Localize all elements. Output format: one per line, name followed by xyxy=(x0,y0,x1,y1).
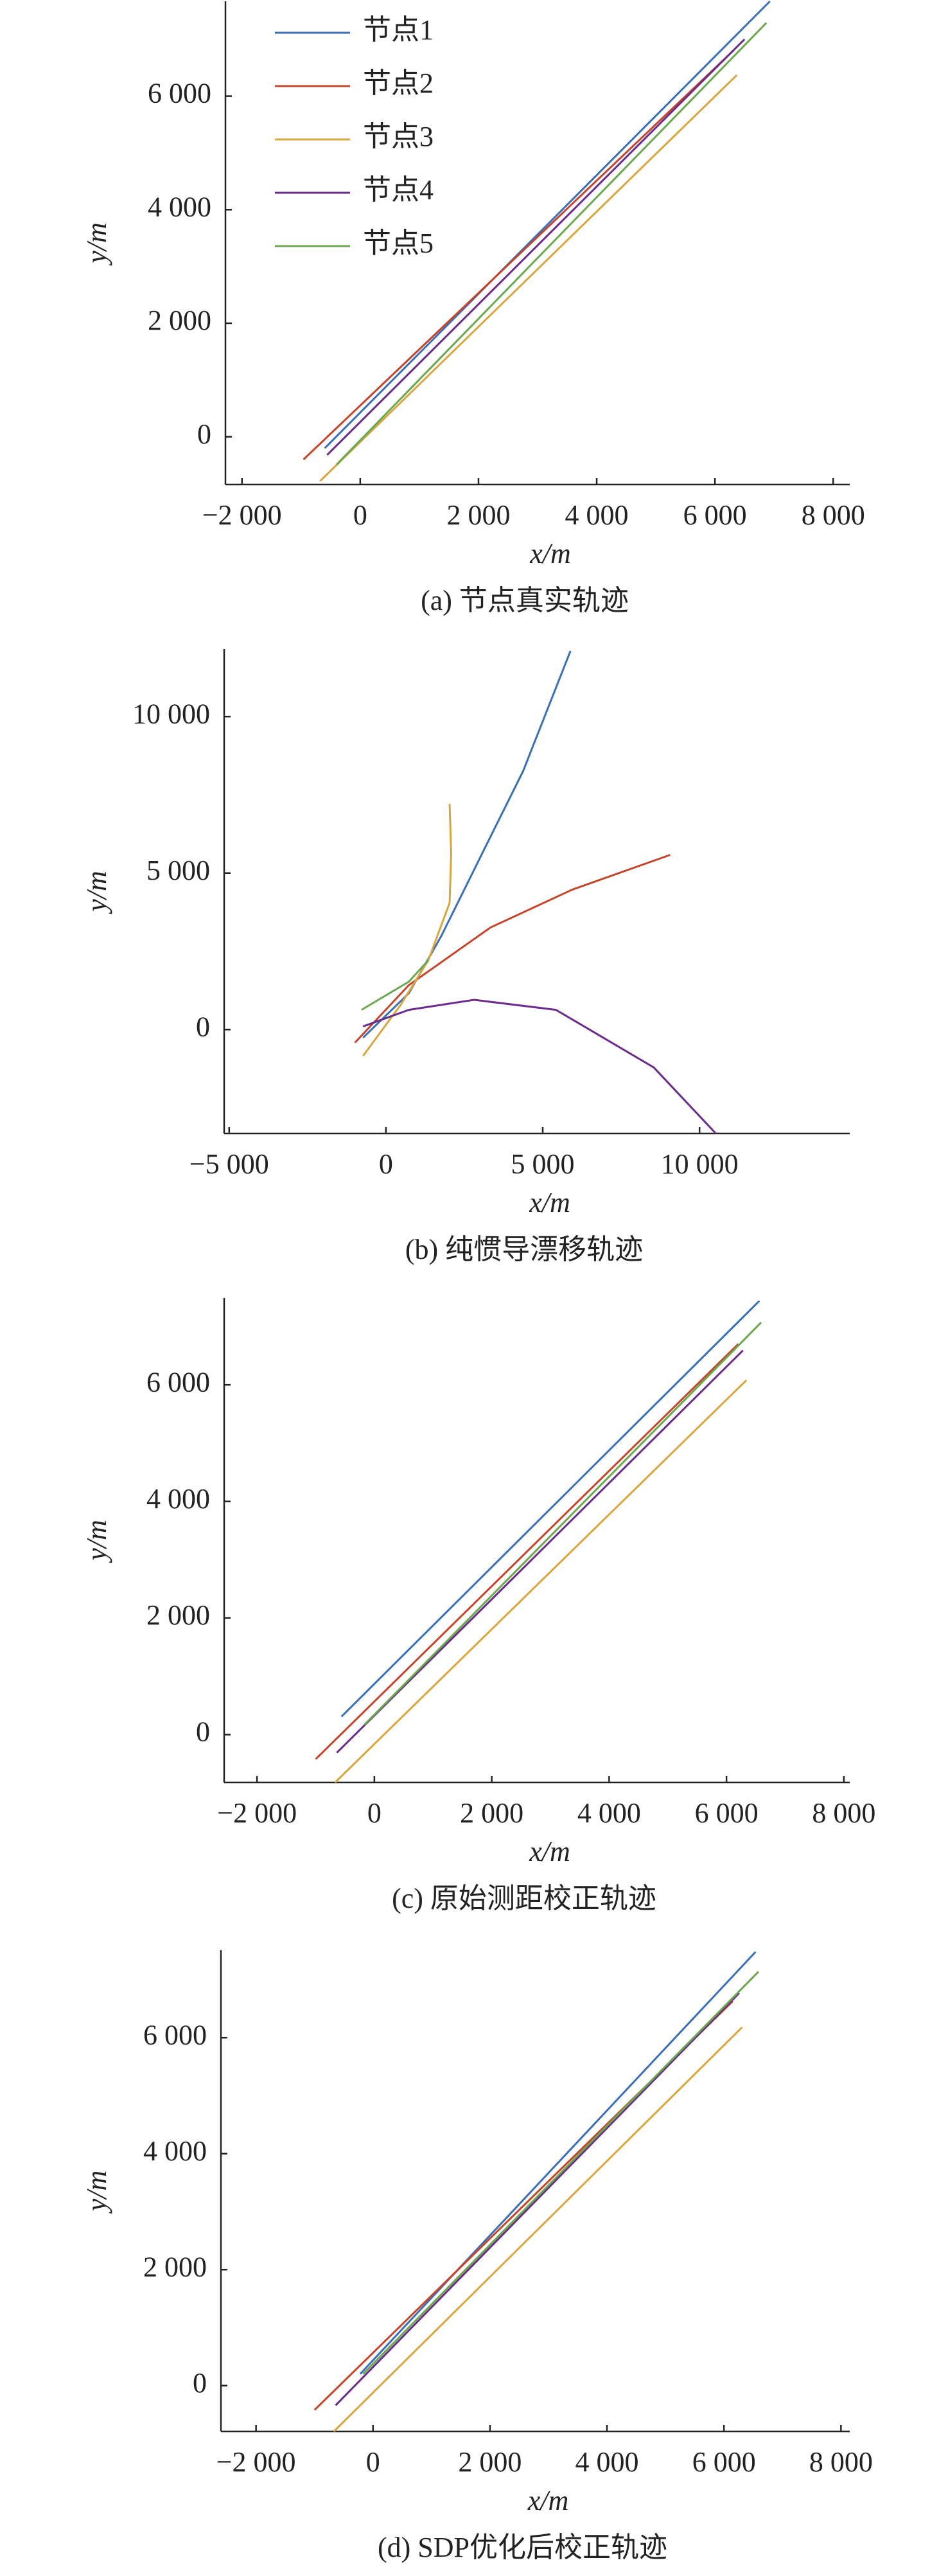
y-axis-label: y/m xyxy=(81,222,112,266)
x-tick-label: −2 000 xyxy=(216,2446,296,2478)
x-axis-label: x/m xyxy=(529,538,571,569)
trajectory-line xyxy=(340,1300,760,1718)
trajectory-line xyxy=(362,804,452,1057)
trajectory-line xyxy=(315,1343,739,1760)
y-tick-label: 10 000 xyxy=(132,698,210,729)
caption: (b) 纯惯导漂移轨迹 xyxy=(405,1234,643,1265)
trajectory-line xyxy=(334,1379,748,1784)
y-axis-label: y/m xyxy=(81,871,112,914)
x-tick-label: 6 000 xyxy=(683,499,747,531)
y-tick-label: 4 000 xyxy=(146,1483,210,1515)
y-tick-label: 2 000 xyxy=(148,305,211,336)
trajectory-line xyxy=(336,1349,744,1754)
y-axis-label: y/m xyxy=(81,2171,112,2214)
legend-label: 节点4 xyxy=(363,174,434,206)
x-axis-label: x/m xyxy=(529,1836,570,1867)
y-tick-label: 2 000 xyxy=(143,2251,207,2282)
trajectory-line xyxy=(335,22,768,466)
x-axis-label: x/m xyxy=(527,2485,569,2516)
trajectory-line xyxy=(362,650,572,1039)
y-tick-label: 0 xyxy=(196,1716,210,1748)
y-tick-label: 0 xyxy=(193,2367,207,2399)
trajectory-line xyxy=(364,1322,762,1726)
trajectory-line xyxy=(324,0,771,449)
x-axis-label: x/m xyxy=(529,1187,570,1218)
legend-label: 节点1 xyxy=(363,14,434,46)
legend-label: 节点3 xyxy=(363,121,434,152)
legend-label: 节点2 xyxy=(363,67,434,99)
x-tick-label: 0 xyxy=(353,499,367,531)
y-tick-label: 4 000 xyxy=(148,191,211,222)
trajectory-line xyxy=(362,1971,760,2375)
x-tick-label: 8 000 xyxy=(802,499,865,531)
trajectory-line xyxy=(326,39,746,456)
x-tick-label: −2 000 xyxy=(202,499,282,531)
y-tick-label: 4 000 xyxy=(143,2135,207,2167)
y-tick-label: 2 000 xyxy=(146,1599,210,1631)
x-tick-label: 2 000 xyxy=(446,499,510,531)
x-tick-label: 10 000 xyxy=(661,1148,739,1180)
x-tick-label: 8 000 xyxy=(812,1797,875,1829)
trajectory-line xyxy=(362,999,717,1135)
trajectory-line xyxy=(333,2026,743,2433)
x-tick-label: 4 000 xyxy=(565,499,629,531)
x-tick-label: −5 000 xyxy=(189,1148,269,1180)
caption: (d) SDP优化后校正轨迹 xyxy=(378,2532,667,2563)
y-tick-label: 6 000 xyxy=(146,1366,210,1398)
x-tick-label: 4 000 xyxy=(577,1797,641,1829)
x-tick-label: 8 000 xyxy=(809,2446,873,2478)
y-tick-label: 6 000 xyxy=(148,78,211,109)
caption: (c) 原始测距校正轨迹 xyxy=(392,1883,656,1914)
y-tick-label: 6 000 xyxy=(143,2019,207,2050)
x-tick-label: 4 000 xyxy=(575,2446,639,2478)
x-tick-label: 5 000 xyxy=(511,1148,575,1180)
x-tick-label: 0 xyxy=(367,1797,382,1829)
y-tick-label: 0 xyxy=(197,418,211,450)
x-tick-label: 6 000 xyxy=(695,1797,759,1829)
trajectory-line xyxy=(359,1951,757,2375)
y-tick-label: 0 xyxy=(196,1011,210,1042)
x-tick-label: 0 xyxy=(366,2446,380,2478)
y-axis-label: y/m xyxy=(81,1520,112,1563)
x-tick-label: 2 000 xyxy=(460,1797,523,1829)
y-tick-label: 5 000 xyxy=(146,855,210,886)
x-tick-label: −2 000 xyxy=(217,1797,297,1829)
x-tick-label: 2 000 xyxy=(458,2446,522,2478)
trajectory-line xyxy=(319,74,738,482)
x-tick-label: 6 000 xyxy=(692,2446,756,2478)
caption: (a) 节点真实轨迹 xyxy=(421,585,629,616)
trajectory-line xyxy=(354,854,671,1044)
legend-label: 节点5 xyxy=(363,227,434,259)
trajectory-line xyxy=(303,49,734,461)
trajectory-line xyxy=(335,1992,740,2406)
x-tick-label: 0 xyxy=(379,1148,393,1180)
trajectory-line xyxy=(361,959,429,1011)
